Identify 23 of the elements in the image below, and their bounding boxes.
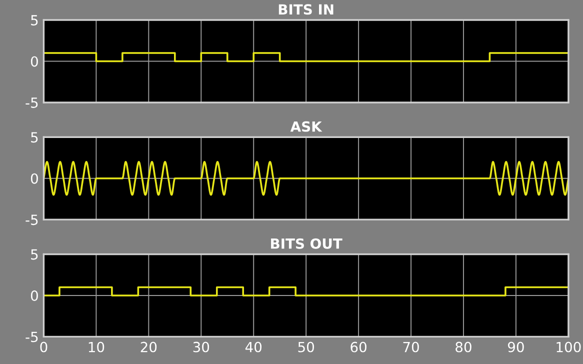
x-tick-label: 50 xyxy=(298,342,314,352)
y-tick-label: 0 xyxy=(30,56,38,67)
x-tick-label: 30 xyxy=(193,342,210,352)
x-tick-label: 10 xyxy=(88,342,104,352)
x-tick-label: 40 xyxy=(245,342,262,352)
chart-title: BITS IN xyxy=(278,4,334,15)
x-tick-label: 80 xyxy=(456,342,472,352)
y-tick-label: 5 xyxy=(31,249,38,260)
y-tick-label: 5 xyxy=(31,132,38,143)
y-tick-label: 5 xyxy=(31,15,38,26)
y-tick-label: 0 xyxy=(30,173,38,184)
x-tick-label: 100 xyxy=(556,342,581,352)
x-tick-label: 60 xyxy=(350,342,366,352)
y-tick-label: 0 xyxy=(30,290,38,301)
y-tick-label: -5 xyxy=(26,98,38,108)
chart-title: BITS OUT xyxy=(271,238,342,249)
x-tick-label: 0 xyxy=(40,342,48,352)
chart-title: ASK xyxy=(290,121,322,132)
x-tick-label: 70 xyxy=(403,342,419,352)
y-tick-label: -5 xyxy=(26,214,38,226)
y-tick-label: -5 xyxy=(26,332,38,342)
x-tick-label: 20 xyxy=(140,342,157,352)
x-tick-label: 90 xyxy=(508,342,524,352)
